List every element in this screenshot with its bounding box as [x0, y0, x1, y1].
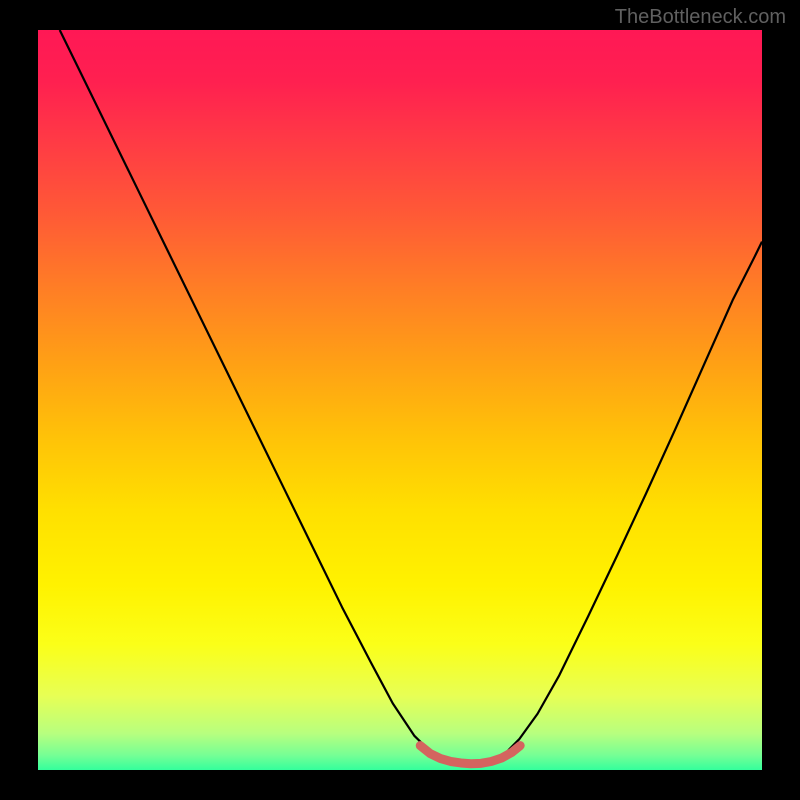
chart-svg	[38, 30, 762, 770]
chart-plot-area	[38, 30, 762, 770]
chart-background	[38, 30, 762, 770]
watermark-text: TheBottleneck.com	[615, 6, 786, 29]
